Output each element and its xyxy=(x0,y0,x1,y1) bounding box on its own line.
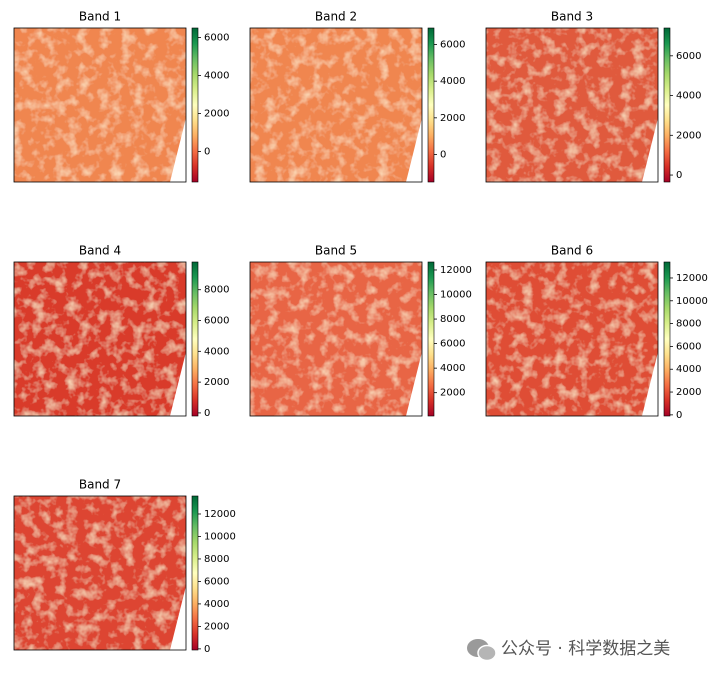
colorbar-tick-label: 8000 xyxy=(440,314,465,325)
image-frame xyxy=(13,495,187,651)
no-data-area xyxy=(642,352,658,416)
colorbar-tick-label: 12000 xyxy=(440,265,472,276)
panel-title: Band 2 xyxy=(315,10,357,24)
colorbar-tick-label: 2000 xyxy=(204,377,229,388)
colorbar-tick-label: 6000 xyxy=(676,341,701,352)
no-data-area xyxy=(642,118,658,182)
colorbar-tick-label: 12000 xyxy=(204,509,236,520)
colorbar-tick-label: 6000 xyxy=(440,339,465,350)
colorbar-tick-label: 2000 xyxy=(440,113,465,124)
colorbar-tick-label: 2000 xyxy=(440,388,465,399)
colorbar xyxy=(191,261,199,417)
colorbar-tick-label: 6000 xyxy=(204,316,229,327)
raster-image xyxy=(486,262,658,416)
watermark: 公众号 · 科学数据之美 xyxy=(467,639,670,662)
colorbar xyxy=(663,27,671,183)
panel: Band 6 0 2000 4000 6000 8000 10000 12000 xyxy=(485,244,708,421)
colorbar-tick-label: 2000 xyxy=(204,621,229,632)
raster-image xyxy=(14,28,186,182)
colorbar-tick-label: 4000 xyxy=(204,599,229,610)
colorbar-tick-label: 0 xyxy=(204,408,210,419)
panel: Band 3 0 2000 4000 6000 xyxy=(485,10,701,183)
panel-title: Band 3 xyxy=(551,10,593,24)
colorbar-tick-label: 10000 xyxy=(440,290,472,301)
colorbar-tick-label: 0 xyxy=(440,150,446,161)
raster-image xyxy=(486,28,658,182)
colorbar-tick-label: 6000 xyxy=(204,576,229,587)
colorbar xyxy=(191,27,199,183)
colorbar-tick-label: 4000 xyxy=(440,76,465,87)
colorbar-tick-label: 10000 xyxy=(204,531,236,542)
colorbar-tick-label: 8000 xyxy=(676,319,701,330)
colorbar xyxy=(427,261,435,417)
image-frame xyxy=(249,27,423,183)
colorbar-tick-label: 6000 xyxy=(204,33,229,44)
image-frame xyxy=(249,261,423,417)
panel: Band 5 2000 4000 6000 8000 10000 12000 xyxy=(249,244,472,417)
panel: Band 1 0 2000 4000 6000 xyxy=(13,10,229,183)
colorbar-tick-label: 12000 xyxy=(676,273,708,284)
panel: Band 2 0 2000 4000 6000 xyxy=(249,10,465,183)
colorbar-tick-label: 4000 xyxy=(204,71,229,82)
image-frame xyxy=(485,261,659,417)
colorbar-tick-label: 6000 xyxy=(676,51,701,62)
no-data-area xyxy=(406,352,422,416)
colorbar-tick-label: 8000 xyxy=(204,554,229,565)
panel-title: Band 7 xyxy=(79,478,121,492)
image-frame xyxy=(13,261,187,417)
panel-title: Band 6 xyxy=(551,244,593,258)
raster-image xyxy=(14,496,186,650)
colorbar-tick-label: 0 xyxy=(204,644,210,655)
colorbar-tick-label: 0 xyxy=(676,410,682,421)
no-data-area xyxy=(406,118,422,182)
colorbar xyxy=(427,27,435,183)
colorbar-tick-label: 4000 xyxy=(204,346,229,357)
panel: Band 7 0 2000 4000 6000 8000 10000 12000 xyxy=(13,478,236,655)
raster-image xyxy=(250,262,422,416)
no-data-area xyxy=(170,586,186,650)
no-data-area xyxy=(170,118,186,182)
colorbar-tick-label: 4000 xyxy=(676,91,701,102)
panel-title: Band 5 xyxy=(315,244,357,258)
no-data-area xyxy=(170,352,186,416)
colorbar-tick-label: 4000 xyxy=(440,363,465,374)
colorbar-tick-label: 2000 xyxy=(676,387,701,398)
panel-title: Band 1 xyxy=(79,10,121,24)
colorbar xyxy=(663,261,671,417)
colorbar-tick-label: 6000 xyxy=(440,40,465,51)
colorbar-tick-label: 10000 xyxy=(676,296,708,307)
colorbar-tick-label: 0 xyxy=(676,170,682,181)
panel: Band 4 0 2000 4000 6000 8000 xyxy=(13,244,229,419)
colorbar-tick-label: 4000 xyxy=(676,364,701,375)
raster-image xyxy=(250,28,422,182)
image-frame xyxy=(485,27,659,183)
watermark-text: 公众号 · 科学数据之美 xyxy=(501,639,670,659)
colorbar-tick-label: 2000 xyxy=(676,130,701,141)
panel-title: Band 4 xyxy=(79,244,121,258)
raster-image xyxy=(14,262,186,416)
colorbar-tick-label: 0 xyxy=(204,147,210,158)
image-frame xyxy=(13,27,187,183)
colorbar-tick-label: 2000 xyxy=(204,109,229,120)
colorbar-tick-label: 8000 xyxy=(204,285,229,296)
watermark-icon xyxy=(477,644,497,662)
colorbar xyxy=(191,495,199,651)
